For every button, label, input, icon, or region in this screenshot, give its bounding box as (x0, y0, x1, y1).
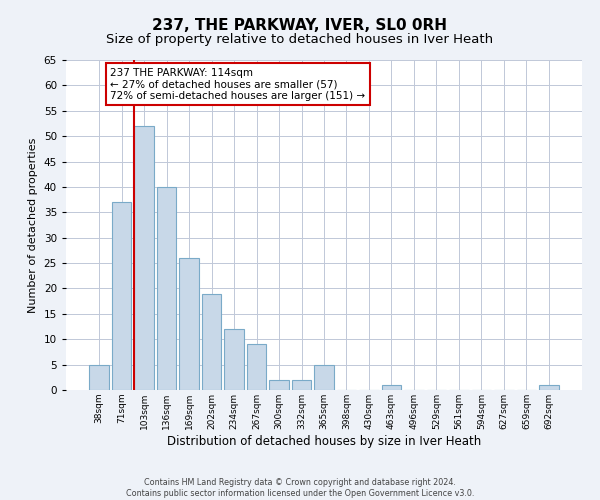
Bar (539, 385, 559, 390)
Bar (314, 364, 334, 390)
Bar (112, 202, 131, 390)
Bar (202, 294, 221, 390)
Bar (269, 380, 289, 390)
Text: Size of property relative to detached houses in Iver Heath: Size of property relative to detached ho… (106, 32, 494, 46)
Bar (179, 258, 199, 390)
Text: Contains HM Land Registry data © Crown copyright and database right 2024.
Contai: Contains HM Land Registry data © Crown c… (126, 478, 474, 498)
Bar (157, 187, 176, 390)
Bar (224, 329, 244, 390)
X-axis label: Distribution of detached houses by size in Iver Heath: Distribution of detached houses by size … (167, 434, 481, 448)
Bar (382, 385, 401, 390)
Bar (292, 380, 311, 390)
Bar (89, 364, 109, 390)
Text: 237, THE PARKWAY, IVER, SL0 0RH: 237, THE PARKWAY, IVER, SL0 0RH (152, 18, 448, 32)
Text: 237 THE PARKWAY: 114sqm
← 27% of detached houses are smaller (57)
72% of semi-de: 237 THE PARKWAY: 114sqm ← 27% of detache… (110, 68, 365, 101)
Y-axis label: Number of detached properties: Number of detached properties (28, 138, 38, 312)
Bar (247, 344, 266, 390)
Bar (134, 126, 154, 390)
